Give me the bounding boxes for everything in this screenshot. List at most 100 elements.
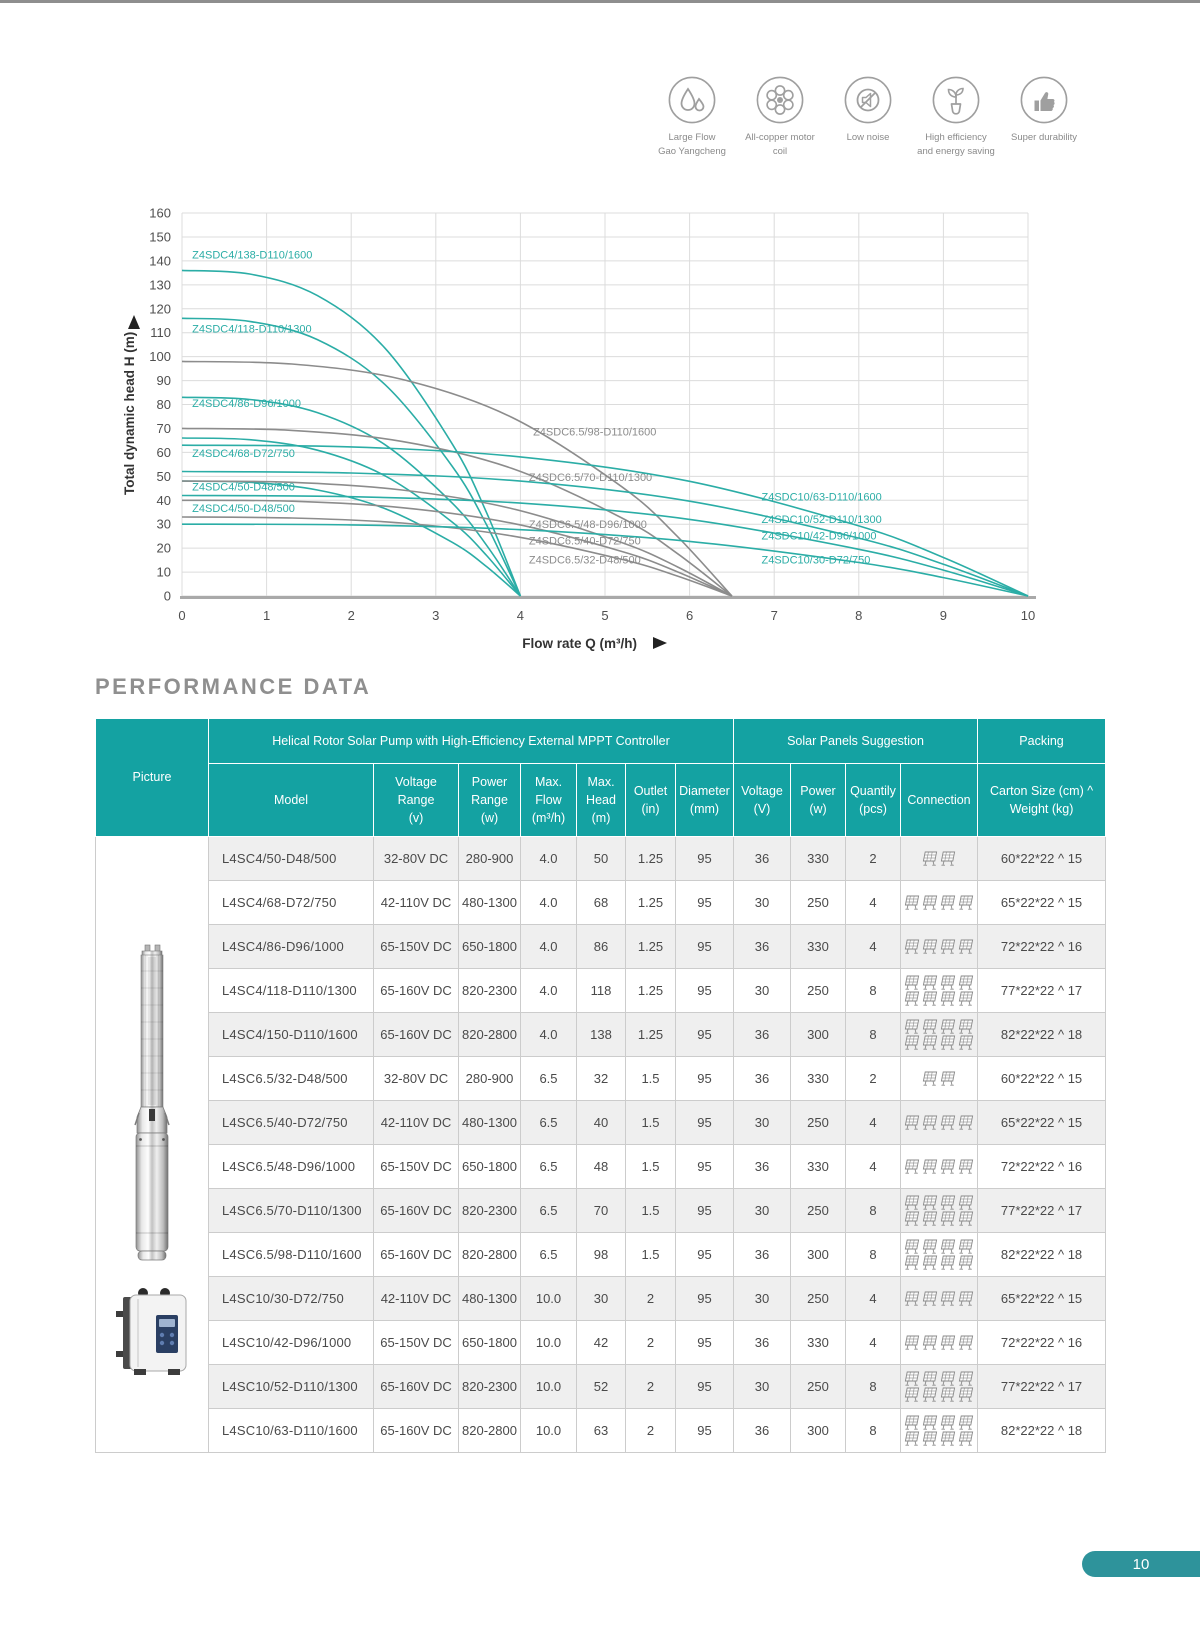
- cell-connection: [899, 924, 979, 969]
- solar-panel-icon: [922, 1291, 938, 1306]
- table-row: L4SC6.5/48-D96/1000 65-150V DC 650-1800 6.5…: [96, 1144, 1107, 1189]
- cell-panel-power: 250: [790, 968, 846, 1013]
- solar-panel-icon: [958, 1387, 974, 1402]
- header-group-solar-panels: Solar Panels Suggestion: [732, 718, 979, 764]
- feature-label: Super durability: [1010, 132, 1077, 143]
- cell-packing: 82*22*22 ^ 18: [977, 1408, 1107, 1453]
- pump-curve: [181, 317, 522, 597]
- header-col: Max. Flow (m³/h): [520, 763, 577, 837]
- solar-panel-icon: [958, 1035, 974, 1050]
- solar-panel-icon: [904, 895, 920, 910]
- y-tick-label: 120: [149, 301, 171, 316]
- solar-panel-icon: [922, 851, 938, 866]
- cell-max-flow: 6.5: [520, 1232, 577, 1277]
- cell-max-head: 98: [576, 1232, 626, 1277]
- cell-panel-qty: 8: [845, 1364, 901, 1409]
- header-col: Power (w): [790, 763, 846, 837]
- cell-outlet: 2: [625, 1276, 676, 1321]
- solar-panel-icon: [958, 1335, 974, 1350]
- pump-curve: [181, 516, 733, 597]
- solar-panel-icon: [904, 939, 920, 954]
- solar-panel-icon: [940, 1239, 956, 1254]
- cell-panel-voltage: 30: [733, 1100, 791, 1145]
- y-tick-label: 100: [149, 349, 171, 364]
- solar-panel-icon: [904, 1291, 920, 1306]
- pump-curve: [181, 269, 522, 597]
- y-tick-label: 90: [157, 373, 171, 388]
- x-tick-label: 4: [517, 608, 524, 623]
- cell-connection: [899, 1100, 979, 1145]
- cell-max-head: 68: [576, 880, 626, 925]
- cell-power-range: 650-1800: [458, 924, 521, 969]
- panel-connection-diagram: [903, 1415, 975, 1446]
- leaf-energy-icon: [932, 76, 980, 124]
- cell-max-flow: 10.0: [520, 1276, 577, 1321]
- cell-model: L4SC4/68-D72/750: [208, 880, 374, 925]
- feature-label: Low noise: [846, 132, 890, 143]
- panel-connection-diagram: [903, 1239, 975, 1270]
- cell-packing: 60*22*22 ^ 15: [977, 1056, 1107, 1101]
- feature-label: High efficiency and energy saving: [917, 132, 995, 157]
- x-axis-title: Flow rate Q (m³/h): [522, 636, 637, 651]
- cell-diameter: 95: [675, 1276, 734, 1321]
- low-noise-icon: [844, 76, 892, 124]
- cell-outlet: 1.5: [625, 1144, 676, 1189]
- solar-panel-icon: [904, 1019, 920, 1034]
- solar-panel-icon: [922, 975, 938, 990]
- solar-panel-icon: [940, 851, 956, 866]
- cell-outlet: 1.5: [625, 1188, 676, 1233]
- cell-connection: [899, 1320, 979, 1365]
- header-group-pump: Helical Rotor Solar Pump with High-Effic…: [208, 718, 734, 764]
- cell-power-range: 480-1300: [458, 1276, 521, 1321]
- solar-panel-icon: [940, 1291, 956, 1306]
- cell-panel-voltage: 30: [733, 1276, 791, 1321]
- panel-connection-diagram: [903, 975, 975, 1006]
- solar-panel-icon: [940, 1387, 956, 1402]
- cell-outlet: 1.25: [625, 1012, 676, 1057]
- curve-label: Z4SDC10/63-D110/1600: [762, 491, 882, 503]
- cell-power-range: 820-2800: [458, 1232, 521, 1277]
- cell-model: L4SC6.5/48-D96/1000: [208, 1144, 374, 1189]
- y-tick-label: 60: [157, 445, 171, 460]
- performance-table: Picture Helical Rotor Solar Pump with Hig…: [95, 718, 1107, 1453]
- solar-panel-icon: [922, 939, 938, 954]
- x-tick-label: 3: [432, 608, 439, 623]
- cell-diameter: 95: [675, 1012, 734, 1057]
- solar-panel-icon: [904, 1239, 920, 1254]
- pump-curve: [181, 444, 1029, 597]
- chart-svg: 0102030405060708090100110120130140150160…: [122, 206, 1036, 651]
- solar-panel-icon: [922, 1035, 938, 1050]
- cell-panel-voltage: 36: [733, 1408, 791, 1453]
- header-col: Carton Size (cm) ^ Weight (kg): [977, 763, 1107, 837]
- solar-panel-icon: [904, 1115, 920, 1130]
- solar-panel-icon: [940, 1019, 956, 1034]
- cell-max-flow: 4.0: [520, 968, 577, 1013]
- cell-connection: [899, 1276, 979, 1321]
- header-col: Connection: [899, 763, 979, 837]
- cell-voltage-range: 65-160V DC: [373, 968, 459, 1013]
- x-axis-line: [180, 596, 1036, 599]
- solar-panel-icon: [940, 1371, 956, 1386]
- cell-panel-power: 250: [790, 1188, 846, 1233]
- pump-performance-curves-chart: 0 10 20 30 40 50 60 70 80 90 100 110 120 130 140 150 160…: [100, 193, 1090, 667]
- solar-panel-icon: [940, 895, 956, 910]
- y-tick-label: 0: [164, 589, 171, 604]
- y-tick-label: 10: [157, 565, 171, 580]
- cell-model: L4SC4/118-D110/1300: [208, 968, 374, 1013]
- cell-packing: 72*22*22 ^ 16: [977, 1144, 1107, 1189]
- y-tick-label: 30: [157, 517, 171, 532]
- y-axis-title: Total dynamic head H (m): [122, 332, 137, 495]
- cell-voltage-range: 42-110V DC: [373, 1276, 459, 1321]
- cell-diameter: 95: [675, 1144, 734, 1189]
- header-col: Outlet (in): [625, 763, 676, 837]
- solar-panel-icon: [940, 991, 956, 1006]
- feature-item: Super durability: [1002, 76, 1086, 159]
- y-tick-label: 40: [157, 493, 171, 508]
- x-tick-label: 10: [1021, 608, 1035, 623]
- solar-panel-icon: [958, 1371, 974, 1386]
- cell-diameter: 95: [675, 1188, 734, 1233]
- solar-panel-icon: [958, 1255, 974, 1270]
- cell-max-head: 42: [576, 1320, 626, 1365]
- cell-power-range: 280-900: [458, 1056, 521, 1101]
- solar-panel-icon: [958, 1115, 974, 1130]
